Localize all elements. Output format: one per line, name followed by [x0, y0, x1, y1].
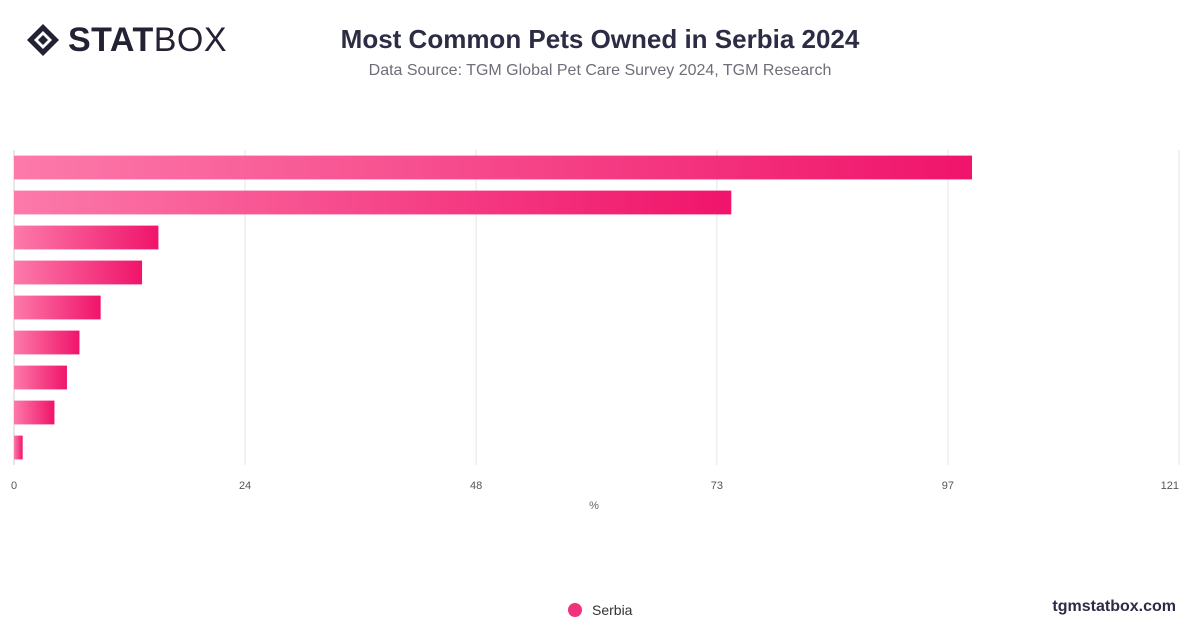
x-tick-label: 73 [711, 480, 723, 492]
x-axis-label: % [589, 500, 599, 512]
legend[interactable]: Serbia [568, 602, 632, 618]
bar[interactable] [14, 155, 972, 180]
bar[interactable] [14, 330, 80, 355]
bar[interactable] [14, 400, 55, 425]
x-tick-label: 97 [942, 480, 954, 492]
x-axis-ticks: 0 24 48 73 97 121 [11, 480, 1179, 492]
bar[interactable] [14, 295, 101, 320]
x-tick-label: 0 [11, 480, 17, 492]
legend-marker-icon [568, 603, 582, 617]
statbox-logo: STATBOX [26, 22, 227, 58]
footer-site: tgmstatbox.com [1052, 598, 1176, 615]
bar[interactable] [14, 190, 732, 215]
bar[interactable] [14, 260, 143, 285]
bar[interactable] [14, 225, 159, 250]
x-tick-label: 121 [1161, 480, 1179, 492]
x-tick-label: 24 [239, 480, 251, 492]
bars [14, 155, 972, 460]
bar[interactable] [14, 435, 23, 460]
bar[interactable] [14, 365, 67, 390]
diamond-logo-icon [27, 24, 59, 56]
legend-label: Serbia [592, 602, 633, 618]
chart-title: Most Common Pets Owned in Serbia 2024 [340, 24, 860, 54]
brand-name: STATBOX [68, 22, 227, 58]
brand-name-bold: STAT [68, 21, 154, 59]
brand-name-light: BOX [153, 21, 228, 59]
chart-subtitle: Data Source: TGM Global Pet Care Survey … [368, 62, 832, 79]
x-tick-label: 48 [470, 480, 482, 492]
